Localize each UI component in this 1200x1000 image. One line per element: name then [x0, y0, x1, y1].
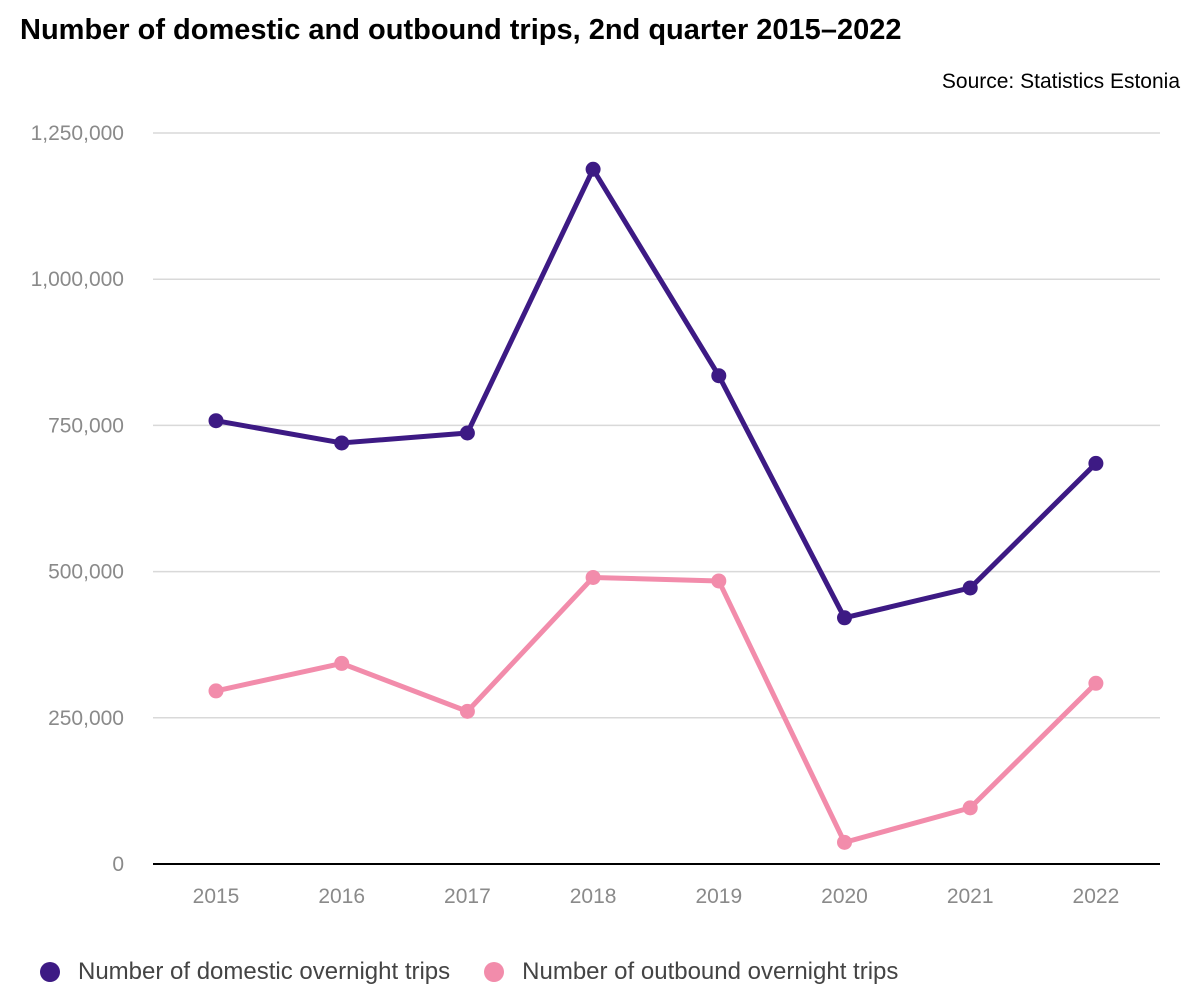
x-axis-ticks: 2015 2016 2017 2018 2019 2020 2021 2022	[193, 885, 1120, 908]
x-tick-label: 2021	[947, 885, 994, 908]
x-tick-label: 2015	[193, 885, 240, 908]
data-point	[962, 800, 978, 816]
series-line	[213, 574, 1099, 845]
data-point	[334, 655, 350, 671]
y-tick-label: 250,000	[48, 707, 124, 730]
series-outbound	[208, 569, 1104, 850]
y-tick-label: 0	[112, 853, 124, 876]
x-tick-label: 2019	[695, 885, 742, 908]
data-point	[334, 435, 350, 451]
x-tick-label: 2017	[444, 885, 491, 908]
data-point	[208, 683, 224, 699]
legend-marker-outbound	[484, 962, 505, 982]
y-tick-label: 750,000	[48, 414, 124, 437]
data-point	[711, 368, 727, 384]
data-point	[1088, 675, 1104, 691]
y-tick-label: 1,000,000	[31, 268, 124, 291]
data-point	[711, 573, 727, 589]
data-point	[837, 610, 852, 626]
source-note: Source: Statistics Estonia	[941, 70, 1180, 93]
series-domestic	[208, 161, 1104, 626]
x-tick-label: 2016	[318, 885, 365, 908]
legend: Number of domestic overnight trips Numbe…	[40, 958, 932, 986]
x-tick-label: 2018	[570, 885, 617, 908]
grid-lines	[153, 132, 1160, 865]
y-tick-label: 1,250,000	[31, 122, 124, 145]
data-point	[1088, 455, 1104, 471]
data-point	[962, 580, 978, 596]
data-point	[208, 413, 224, 429]
data-point	[837, 834, 852, 850]
series-lines	[208, 161, 1104, 850]
data-point	[585, 161, 601, 177]
legend-label-domestic: Number of domestic overnight trips	[78, 958, 451, 985]
legend-marker-domestic	[40, 962, 60, 982]
y-tick-label: 500,000	[48, 561, 124, 584]
data-point	[585, 569, 601, 585]
series-line	[213, 166, 1099, 621]
y-axis-ticks: 0 250,000 500,000 750,000 1,000,000 1,250,000	[31, 122, 124, 876]
line-chart: 0 250,000 500,000 750,000 1,000,000 1,250,000…	[31, 122, 1160, 908]
legend-item-outbound: Number of outbound overnight trips	[484, 958, 898, 986]
data-point	[459, 703, 475, 719]
chart-title: Number of domestic and outbound trips, 2…	[20, 14, 902, 46]
legend-item-domestic: Number of domestic overnight trips	[40, 958, 450, 986]
legend-label-outbound: Number of outbound overnight trips	[522, 958, 899, 985]
x-tick-label: 2022	[1073, 885, 1120, 908]
x-tick-label: 2020	[821, 885, 868, 908]
data-point	[459, 425, 475, 441]
